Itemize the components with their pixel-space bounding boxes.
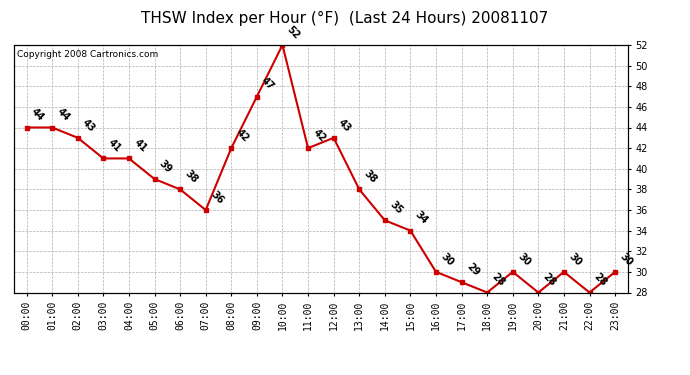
Text: 41: 41 [132, 138, 148, 154]
Text: 28: 28 [592, 272, 609, 288]
Text: 43: 43 [337, 117, 353, 134]
Text: 43: 43 [81, 117, 97, 134]
Text: 34: 34 [413, 210, 430, 226]
Text: 30: 30 [618, 251, 635, 268]
Text: 38: 38 [362, 168, 379, 185]
Text: 35: 35 [388, 200, 404, 216]
Text: 30: 30 [515, 251, 532, 268]
Text: 30: 30 [566, 251, 583, 268]
Text: 41: 41 [106, 138, 123, 154]
Text: THSW Index per Hour (°F)  (Last 24 Hours) 20081107: THSW Index per Hour (°F) (Last 24 Hours)… [141, 11, 549, 26]
Text: 52: 52 [285, 24, 302, 41]
Text: Copyright 2008 Cartronics.com: Copyright 2008 Cartronics.com [17, 50, 158, 59]
Text: 42: 42 [310, 128, 328, 144]
Text: 42: 42 [234, 128, 250, 144]
Text: 36: 36 [208, 189, 225, 206]
Text: 29: 29 [464, 261, 481, 278]
Text: 39: 39 [157, 158, 174, 175]
Text: 44: 44 [30, 107, 46, 123]
Text: 30: 30 [439, 251, 455, 268]
Text: 44: 44 [55, 107, 72, 123]
Text: 28: 28 [541, 272, 558, 288]
Text: 28: 28 [490, 272, 506, 288]
Text: 38: 38 [183, 168, 199, 185]
Text: 47: 47 [259, 76, 276, 92]
